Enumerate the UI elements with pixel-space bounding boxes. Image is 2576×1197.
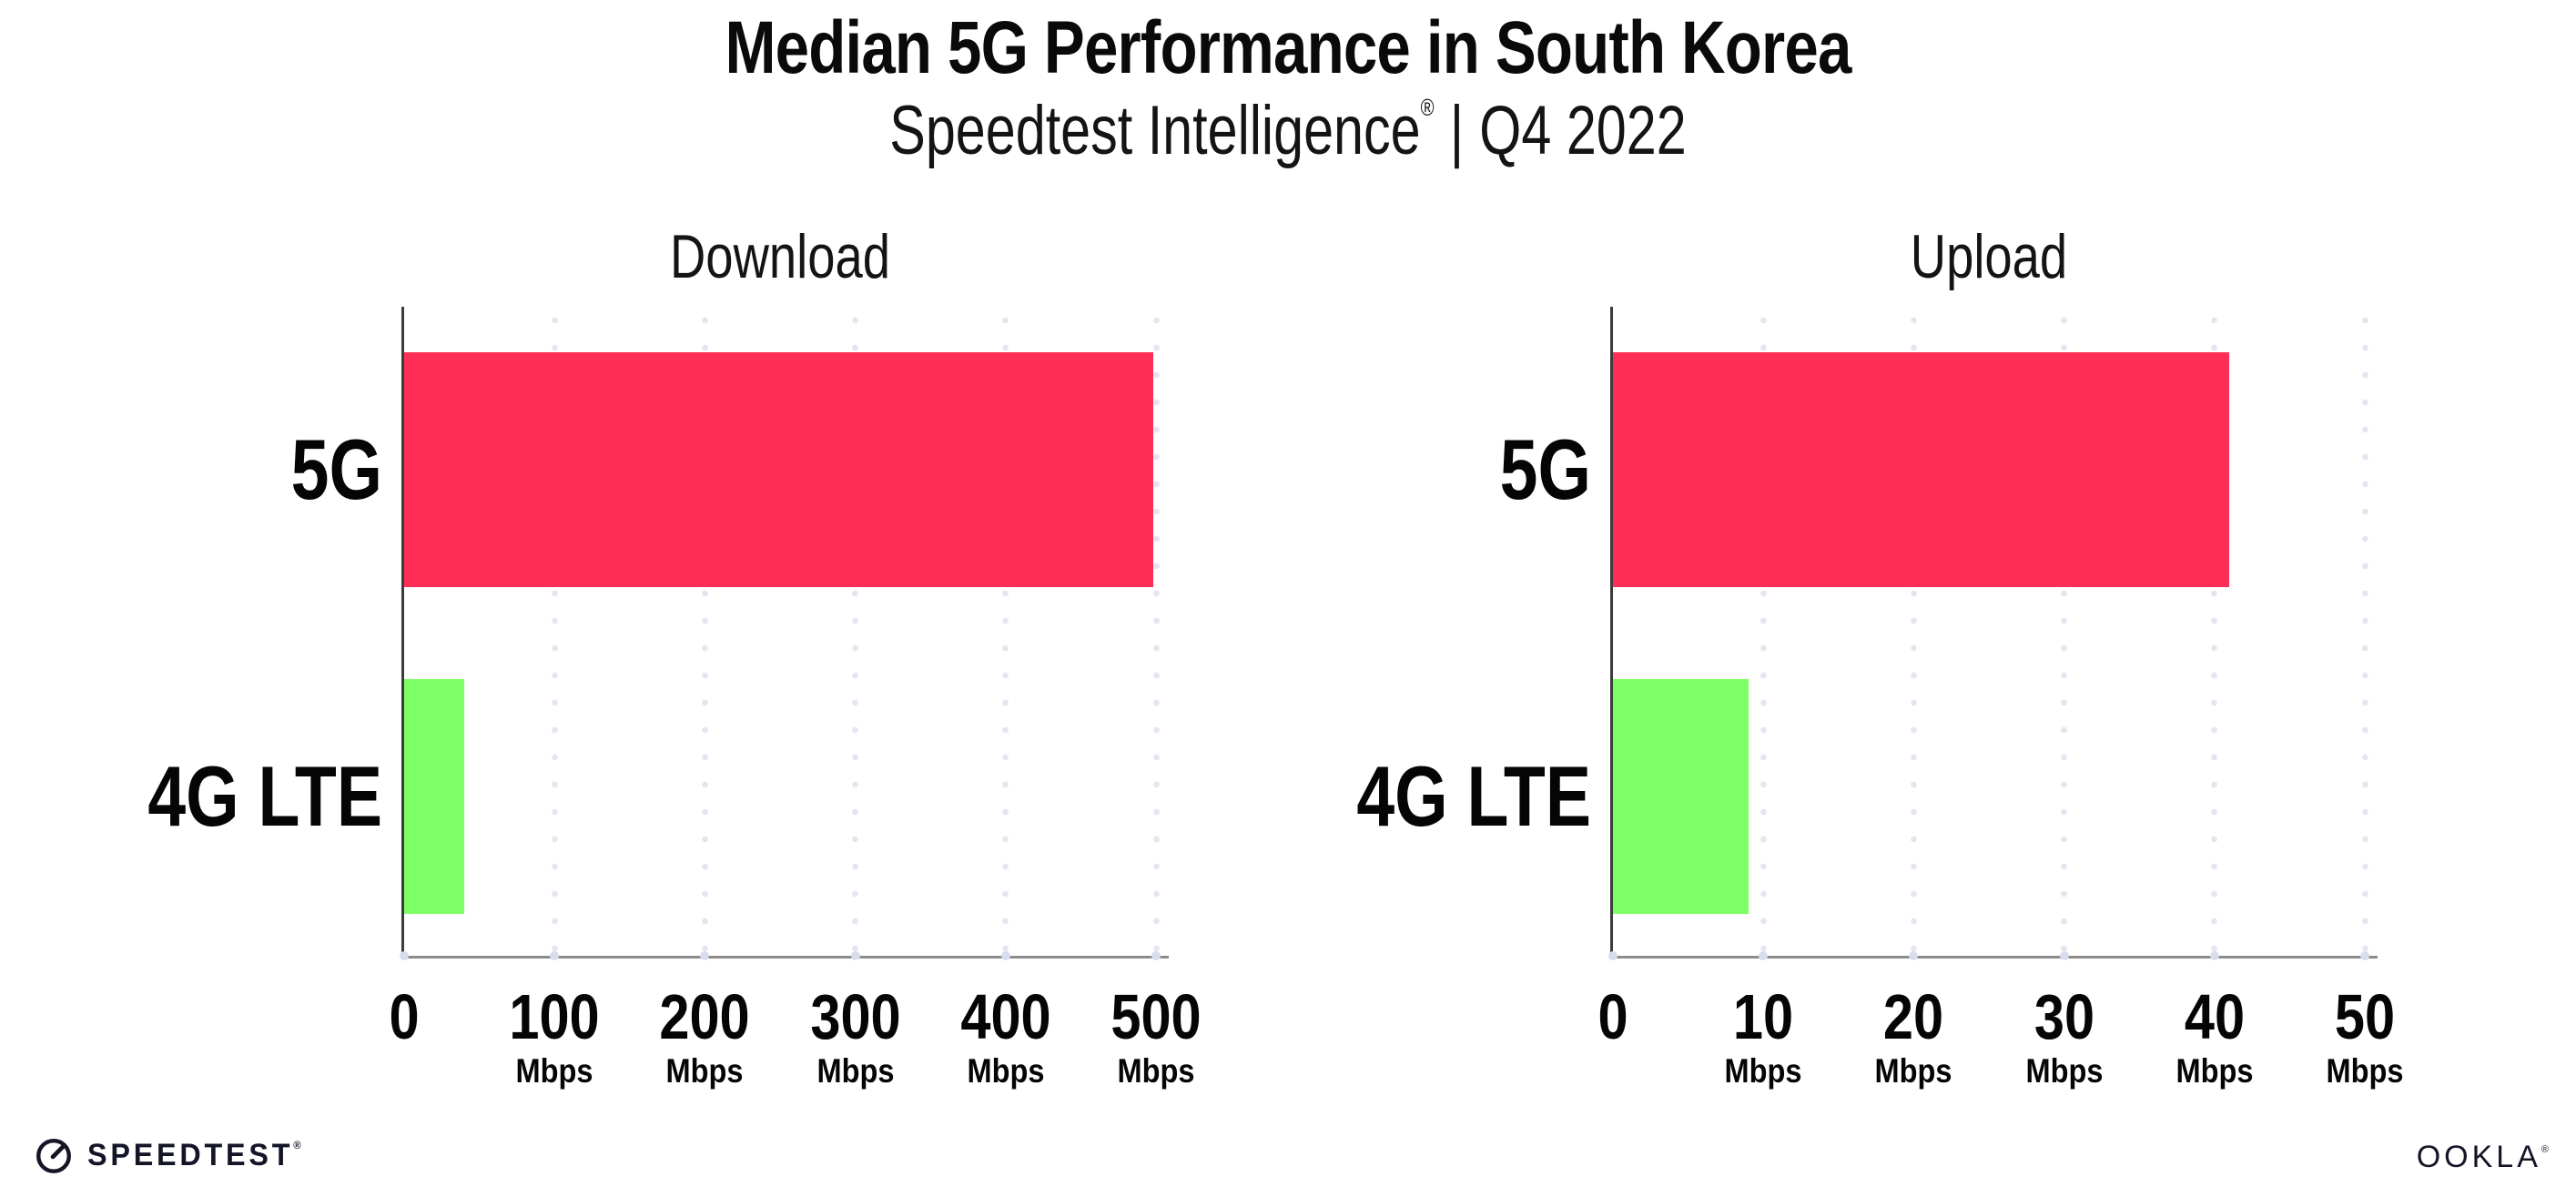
x-tick-value: 400: [960, 981, 1051, 1052]
category-label-5g: 5G: [290, 421, 382, 517]
x-tick-unit: Mbps: [1874, 1052, 1952, 1090]
x-tick-value: 500: [1111, 981, 1202, 1052]
gridline-500: [1152, 307, 1160, 958]
bar-5g: [1613, 352, 2230, 587]
speedtest-gauge-icon: [36, 1138, 71, 1173]
x-tick-label-100: 100 Mbps: [472, 985, 636, 1088]
x-tick-label-300: 300 Mbps: [774, 985, 938, 1088]
x-tick-value: 40: [2184, 981, 2245, 1052]
gridline-100: [551, 307, 558, 958]
x-tick-unit: Mbps: [2025, 1052, 2104, 1090]
gridline-10: [1760, 307, 1767, 958]
ookla-registered-mark: ®: [2541, 1144, 2549, 1155]
subtitle-period: Q4 2022: [1479, 92, 1687, 169]
gridline-200: [701, 307, 708, 958]
page-subtitle: Speedtest Intelligence® | Q4 2022: [283, 91, 2292, 170]
x-tick-unit: Mbps: [967, 1052, 1045, 1090]
x-tick-label-20: 20 Mbps: [1831, 985, 1995, 1088]
y-axis-line: [1610, 307, 1613, 959]
page-title: Median 5G Performance in South Korea: [725, 6, 1851, 89]
gridline-30: [2061, 307, 2068, 958]
x-tick-value: 300: [809, 981, 901, 1052]
bar-4g-lte: [404, 679, 465, 914]
speedtest-logo: SPEEDTEST®: [33, 1131, 312, 1179]
gridline-400: [1002, 307, 1009, 958]
gridline-40: [2211, 307, 2218, 958]
registered-trademark-icon: ®: [1420, 94, 1435, 121]
axis-tick-dot-30: [2059, 951, 2069, 960]
axis-tick-dot-400: [1000, 951, 1010, 960]
gridline-20: [1910, 307, 1917, 958]
axis-tick-dot-500: [1151, 951, 1161, 960]
x-axis-line: [1610, 956, 2378, 959]
subtitle-divider: |: [1449, 92, 1465, 169]
x-tick-value: 0: [389, 981, 420, 1052]
x-axis-line: [401, 956, 1169, 959]
x-tick-unit: Mbps: [665, 1052, 744, 1090]
ookla-wordmark: OOKLA: [2416, 1140, 2541, 1174]
speedtest-registered-mark: ®: [293, 1138, 301, 1151]
x-tick-value: 0: [1597, 981, 1628, 1052]
x-tick-label-500: 500 Mbps: [1074, 985, 1238, 1088]
axis-tick-dot-50: [2360, 951, 2369, 960]
x-tick-value: 30: [2033, 981, 2094, 1052]
x-tick-unit: Mbps: [2326, 1052, 2404, 1090]
x-tick-label-0: 0: [1531, 985, 1695, 1049]
speedtest-wordmark: SPEEDTEST®: [87, 1137, 301, 1172]
x-tick-label-400: 400 Mbps: [924, 985, 1088, 1088]
axis-tick-dot-0: [400, 951, 409, 960]
x-tick-value: 100: [509, 981, 600, 1052]
axis-tick-dot-100: [550, 951, 560, 960]
x-tick-label-0: 0: [322, 985, 486, 1049]
x-tick-label-30: 30 Mbps: [1983, 985, 2146, 1088]
bar-4g-lte: [1613, 679, 1749, 914]
x-tick-value: 200: [659, 981, 751, 1052]
x-tick-unit: Mbps: [2175, 1052, 2254, 1090]
x-tick-label-50: 50 Mbps: [2283, 985, 2447, 1088]
x-tick-unit: Mbps: [1117, 1052, 1195, 1090]
axis-tick-dot-0: [1608, 951, 1618, 960]
axis-tick-dot-10: [1759, 951, 1769, 960]
bar-5g: [404, 352, 1153, 587]
x-tick-label-40: 40 Mbps: [2133, 985, 2297, 1088]
x-tick-unit: Mbps: [1724, 1052, 1802, 1090]
category-label-4g-lte: 4G LTE: [1356, 748, 1591, 844]
x-tick-value: 10: [1733, 981, 1794, 1052]
download-chart-title: Download: [670, 222, 890, 291]
axis-tick-dot-300: [850, 951, 860, 960]
y-axis-line: [401, 307, 404, 959]
gridline-300: [852, 307, 859, 958]
x-tick-unit: Mbps: [515, 1052, 593, 1090]
x-tick-label-200: 200 Mbps: [623, 985, 786, 1088]
ookla-logo: OOKLA®: [2417, 1140, 2549, 1175]
gridline-50: [2361, 307, 2368, 958]
x-tick-unit: Mbps: [816, 1052, 895, 1090]
category-label-4g-lte: 4G LTE: [147, 748, 382, 844]
x-tick-value: 20: [1883, 981, 1944, 1052]
upload-chart-title: Upload: [1910, 222, 2068, 291]
subtitle-product: Speedtest Intelligence: [889, 92, 1421, 169]
axis-tick-dot-200: [700, 951, 710, 960]
x-tick-label-10: 10 Mbps: [1681, 985, 1845, 1088]
x-tick-value: 50: [2334, 981, 2396, 1052]
category-label-5g: 5G: [1499, 421, 1591, 517]
axis-tick-dot-40: [2209, 951, 2219, 960]
axis-tick-dot-20: [1909, 951, 1919, 960]
